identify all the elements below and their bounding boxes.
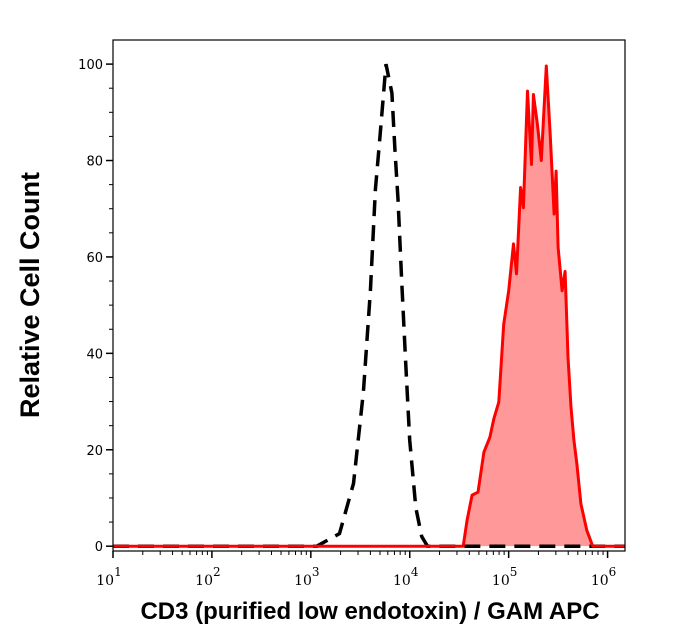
y-tick-label: 20 xyxy=(86,444,103,459)
y-tick-label: 40 xyxy=(86,347,103,362)
x-tick-label: 105 xyxy=(492,565,517,589)
y-tick-label: 80 xyxy=(86,155,103,170)
y-tick-label: 0 xyxy=(95,540,103,555)
y-tick-label: 100 xyxy=(78,58,103,73)
x-tick-label: 102 xyxy=(195,565,220,589)
red-series-fill xyxy=(113,66,625,547)
x-axis-label: CD3 (purified low endotoxin) / GAM APC xyxy=(140,598,599,625)
red-series-line xyxy=(113,64,625,548)
axes: 101 102 103 104 105 106 0 20 40 60 80 100 xyxy=(78,58,616,589)
x-tick-label: 103 xyxy=(294,565,319,589)
y-tick-label: 60 xyxy=(86,251,103,266)
plot-area xyxy=(113,63,625,548)
y-axis-label: Relative Cell Count xyxy=(15,172,45,418)
x-tick-label: 104 xyxy=(393,565,419,589)
x-tick-label: 106 xyxy=(591,565,616,589)
x-tick-label: 101 xyxy=(96,565,121,589)
black-dashed-series-line xyxy=(113,63,625,548)
plot-frame xyxy=(112,39,626,552)
